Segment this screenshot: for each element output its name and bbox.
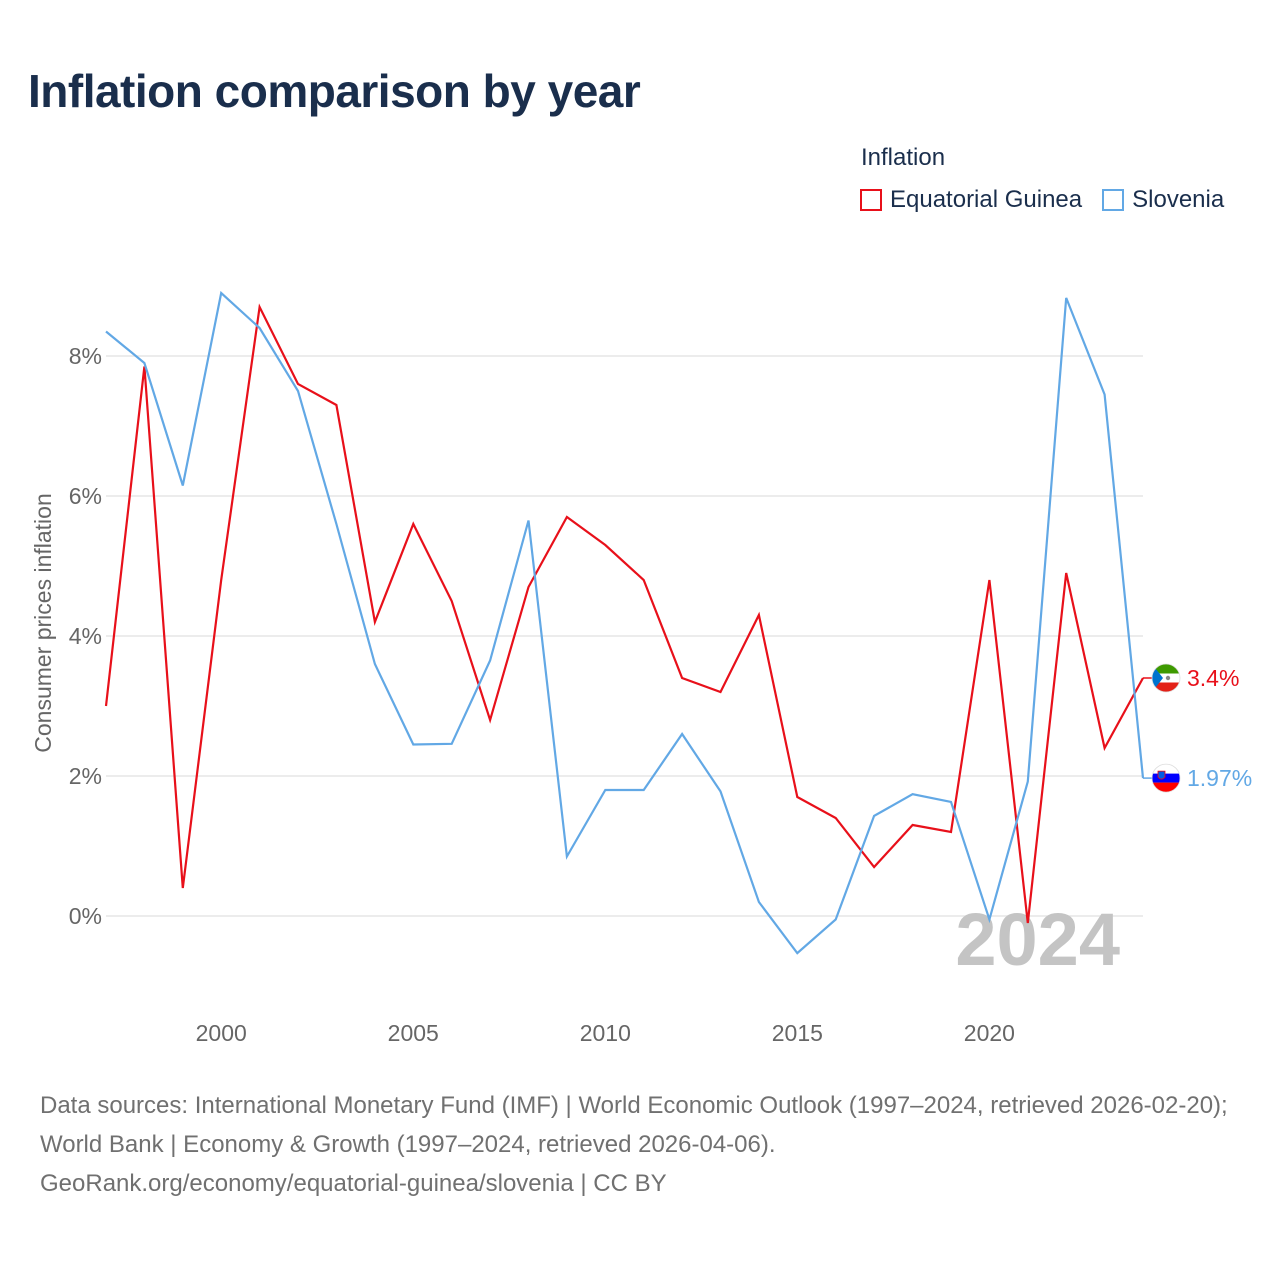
y-tick-label: 6% — [69, 483, 102, 509]
data-sources: Data sources: International Monetary Fun… — [40, 1092, 1228, 1158]
chart-title: Inflation comparison by year — [28, 65, 641, 117]
y-tick-label: 0% — [69, 903, 102, 929]
end-labels: 3.4% 1.97% — [1143, 663, 1252, 793]
credit-link[interactable]: GeoRank.org/economy/equatorial-guinea/sl… — [40, 1170, 667, 1197]
legend-item-slovenia[interactable]: Slovenia — [1102, 186, 1224, 214]
line-chart: 0% 2% 4% 6% 8% 2000 2005 2010 2015 2020 2024 Con… — [30, 290, 1252, 1046]
legend-title: Inflation — [861, 144, 946, 171]
x-tick-label: 2005 — [388, 1020, 439, 1046]
slovenia-flag-icon — [1151, 763, 1181, 793]
series-line-slovenia[interactable] — [105, 290, 1145, 955]
series-lines — [104, 290, 1145, 955]
legend: Equatorial Guinea Slovenia — [860, 186, 1224, 214]
y-tick-label: 4% — [69, 623, 102, 649]
end-label-value: 3.4% — [1187, 665, 1239, 691]
y-tick-label: 2% — [69, 763, 102, 789]
x-tick-label: 2010 — [580, 1020, 631, 1046]
y-axis-label: Consumer prices inflation — [30, 493, 56, 753]
legend-swatch-slovenia — [1102, 189, 1125, 211]
x-tick-label: 2020 — [964, 1020, 1015, 1046]
x-tick-label: 2015 — [772, 1020, 823, 1046]
end-label-value: 1.97% — [1187, 765, 1252, 791]
legend-swatch-equatorial-guinea — [860, 189, 882, 211]
legend-label: Slovenia — [1132, 186, 1225, 213]
grid-lines — [106, 355, 1143, 917]
legend-label: Equatorial Guinea — [890, 186, 1083, 213]
series-line-equatorial-guinea[interactable] — [104, 303, 1144, 924]
year-watermark: 2024 — [955, 898, 1120, 981]
footer: Data sources: International Monetary Fun… — [40, 1086, 1250, 1203]
x-tick-label: 2000 — [196, 1020, 247, 1046]
x-axis-ticks: 2000 2005 2010 2015 2020 — [196, 1020, 1015, 1046]
y-tick-label: 8% — [69, 343, 102, 369]
legend-item-equatorial-guinea[interactable]: Equatorial Guinea — [860, 186, 1082, 214]
y-axis-ticks: 0% 2% 4% 6% 8% — [69, 343, 102, 929]
equatorial-guinea-flag-icon — [1151, 663, 1181, 693]
